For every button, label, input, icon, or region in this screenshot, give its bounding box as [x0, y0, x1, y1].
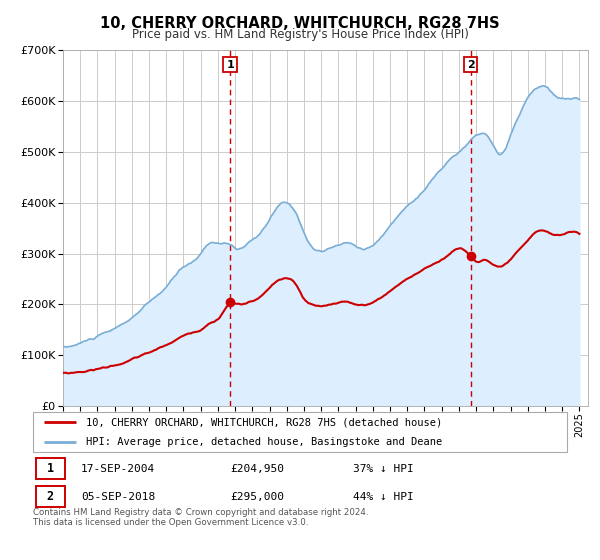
FancyBboxPatch shape: [35, 486, 65, 507]
Text: This data is licensed under the Open Government Licence v3.0.: This data is licensed under the Open Gov…: [33, 519, 308, 528]
Text: 05-SEP-2018: 05-SEP-2018: [81, 492, 155, 502]
FancyBboxPatch shape: [35, 458, 65, 479]
Text: 1: 1: [226, 59, 234, 69]
Text: 17-SEP-2004: 17-SEP-2004: [81, 464, 155, 474]
Text: 2: 2: [47, 490, 54, 503]
Text: 44% ↓ HPI: 44% ↓ HPI: [353, 492, 414, 502]
Text: 37% ↓ HPI: 37% ↓ HPI: [353, 464, 414, 474]
Text: 2: 2: [467, 59, 475, 69]
Text: 10, CHERRY ORCHARD, WHITCHURCH, RG28 7HS: 10, CHERRY ORCHARD, WHITCHURCH, RG28 7HS: [100, 16, 500, 31]
Text: 10, CHERRY ORCHARD, WHITCHURCH, RG28 7HS (detached house): 10, CHERRY ORCHARD, WHITCHURCH, RG28 7HS…: [86, 418, 443, 427]
Text: £295,000: £295,000: [230, 492, 284, 502]
Text: Contains HM Land Registry data © Crown copyright and database right 2024.: Contains HM Land Registry data © Crown c…: [33, 508, 368, 517]
Text: Price paid vs. HM Land Registry's House Price Index (HPI): Price paid vs. HM Land Registry's House …: [131, 28, 469, 41]
Text: £204,950: £204,950: [230, 464, 284, 474]
Text: 1: 1: [47, 462, 54, 475]
Text: HPI: Average price, detached house, Basingstoke and Deane: HPI: Average price, detached house, Basi…: [86, 437, 443, 447]
FancyBboxPatch shape: [33, 412, 567, 452]
